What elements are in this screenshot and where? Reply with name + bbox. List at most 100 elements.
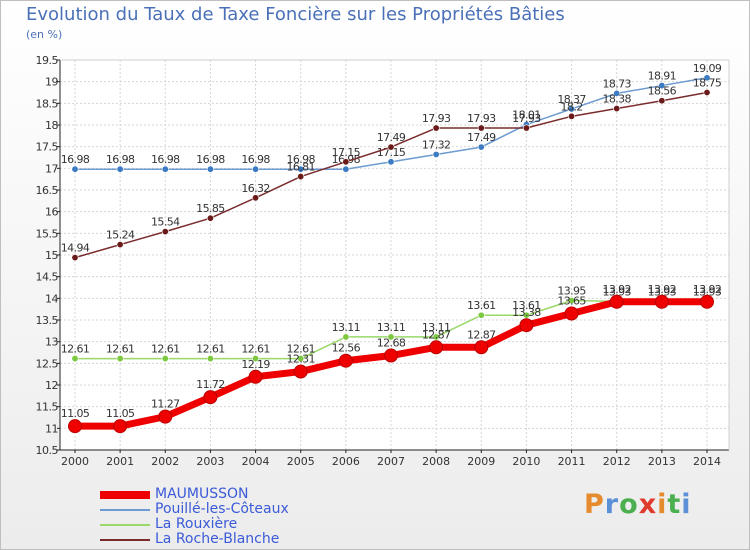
logo-letter: r — [604, 489, 620, 520]
y-tick-label: 18 — [45, 119, 58, 132]
data-point — [297, 165, 305, 173]
data-point — [703, 74, 711, 82]
data-point — [297, 355, 305, 363]
data-label: 16.98 — [241, 153, 270, 166]
x-tick-label: 2005 — [287, 455, 315, 468]
data-label: 13.11 — [422, 321, 451, 334]
data-label: 18.56 — [648, 85, 677, 98]
data-point — [384, 348, 398, 363]
data-label: 12.61 — [286, 343, 315, 356]
y-tick-label: 11.5 — [36, 401, 59, 414]
data-label: 11.27 — [151, 398, 180, 411]
data-point — [564, 306, 579, 321]
data-point — [477, 143, 485, 151]
y-tick-label: 14 — [45, 292, 58, 305]
x-tick-label: 2007 — [377, 455, 405, 468]
data-point — [613, 105, 621, 113]
data-point — [206, 214, 214, 222]
data-point — [293, 364, 308, 379]
data-point — [432, 124, 440, 132]
data-point — [342, 158, 350, 166]
y-tick-label: 11 — [45, 422, 58, 435]
data-point — [387, 143, 395, 151]
chart-title: Evolution du Taux de Taxe Foncière sur l… — [26, 4, 565, 25]
data-label: 17.93 — [467, 112, 496, 125]
data-label: 13.61 — [467, 299, 496, 312]
data-label: 15.54 — [151, 216, 180, 229]
data-label: 17.49 — [377, 131, 406, 144]
logo-letter: x — [638, 489, 658, 520]
data-label: 11.05 — [61, 407, 90, 420]
x-tick-label: 2000 — [61, 455, 89, 468]
data-label: 12.61 — [196, 343, 225, 356]
y-axis-unit: (en %) — [26, 28, 63, 41]
y-tick-label: 12 — [45, 379, 58, 392]
x-tick-label: 2002 — [151, 455, 179, 468]
data-point — [113, 419, 128, 434]
data-label: 17.93 — [422, 112, 451, 125]
data-point — [609, 294, 624, 309]
data-label: 18.37 — [557, 93, 586, 106]
data-label: 12.19 — [241, 358, 270, 371]
x-tick-label: 2004 — [242, 455, 270, 468]
y-tick-label: 13.5 — [36, 314, 59, 327]
data-point — [252, 355, 260, 363]
data-point — [568, 112, 576, 120]
y-tick-label: 15 — [45, 249, 58, 262]
data-label: 13.38 — [512, 306, 541, 319]
data-label: 15.24 — [106, 229, 135, 242]
y-tick-label: 14.5 — [36, 271, 59, 284]
data-label: 12.61 — [151, 343, 180, 356]
data-label: 18.01 — [512, 109, 541, 122]
legend-label: MAUMUSSON — [155, 486, 249, 502]
data-label: 16.98 — [286, 153, 315, 166]
data-label: 18.73 — [602, 77, 631, 90]
data-label: 13.11 — [377, 321, 406, 334]
data-label: 11.05 — [106, 407, 135, 420]
data-label: 12.56 — [332, 342, 361, 355]
x-tick-label: 2010 — [512, 455, 540, 468]
data-point — [161, 165, 169, 173]
data-point — [477, 311, 485, 319]
data-point — [429, 340, 444, 355]
data-label: 16.98 — [61, 153, 90, 166]
data-point — [522, 124, 530, 132]
data-label: 17.49 — [467, 131, 496, 144]
data-point — [474, 340, 489, 355]
data-point — [248, 369, 263, 384]
data-label: 13.95 — [557, 285, 586, 298]
data-label: 12.61 — [61, 343, 90, 356]
data-point — [519, 318, 534, 333]
data-label: 16.98 — [106, 153, 135, 166]
data-label: 16.32 — [241, 182, 270, 195]
logo-letter: o — [619, 489, 639, 520]
data-point — [71, 165, 79, 173]
data-point — [432, 150, 440, 158]
data-point — [206, 165, 214, 173]
x-tick-label: 2014 — [693, 455, 721, 468]
data-point — [658, 97, 666, 105]
x-tick-label: 2009 — [467, 455, 495, 468]
data-point — [68, 419, 82, 434]
data-point — [116, 355, 124, 363]
data-label: 12.87 — [422, 328, 451, 341]
data-point — [161, 228, 169, 236]
data-point — [71, 355, 79, 363]
legend-swatch — [100, 491, 150, 499]
data-label: 13.93 — [602, 285, 631, 298]
x-tick-label: 2008 — [422, 455, 450, 468]
legend-label: La Rouxière — [155, 516, 238, 532]
x-tick-label: 2012 — [603, 455, 631, 468]
data-label: 17.15 — [332, 146, 361, 159]
data-point — [387, 158, 395, 166]
y-tick-label: 15.5 — [36, 227, 59, 240]
x-tick-label: 2001 — [106, 455, 134, 468]
data-point — [703, 89, 711, 97]
logo-letter: i — [657, 489, 668, 520]
data-label: 12.61 — [106, 343, 135, 356]
legend-swatch — [100, 509, 150, 511]
data-point — [342, 333, 350, 341]
data-point — [116, 165, 124, 173]
x-tick-label: 2003 — [196, 455, 224, 468]
y-tick-label: 19.5 — [36, 54, 59, 67]
